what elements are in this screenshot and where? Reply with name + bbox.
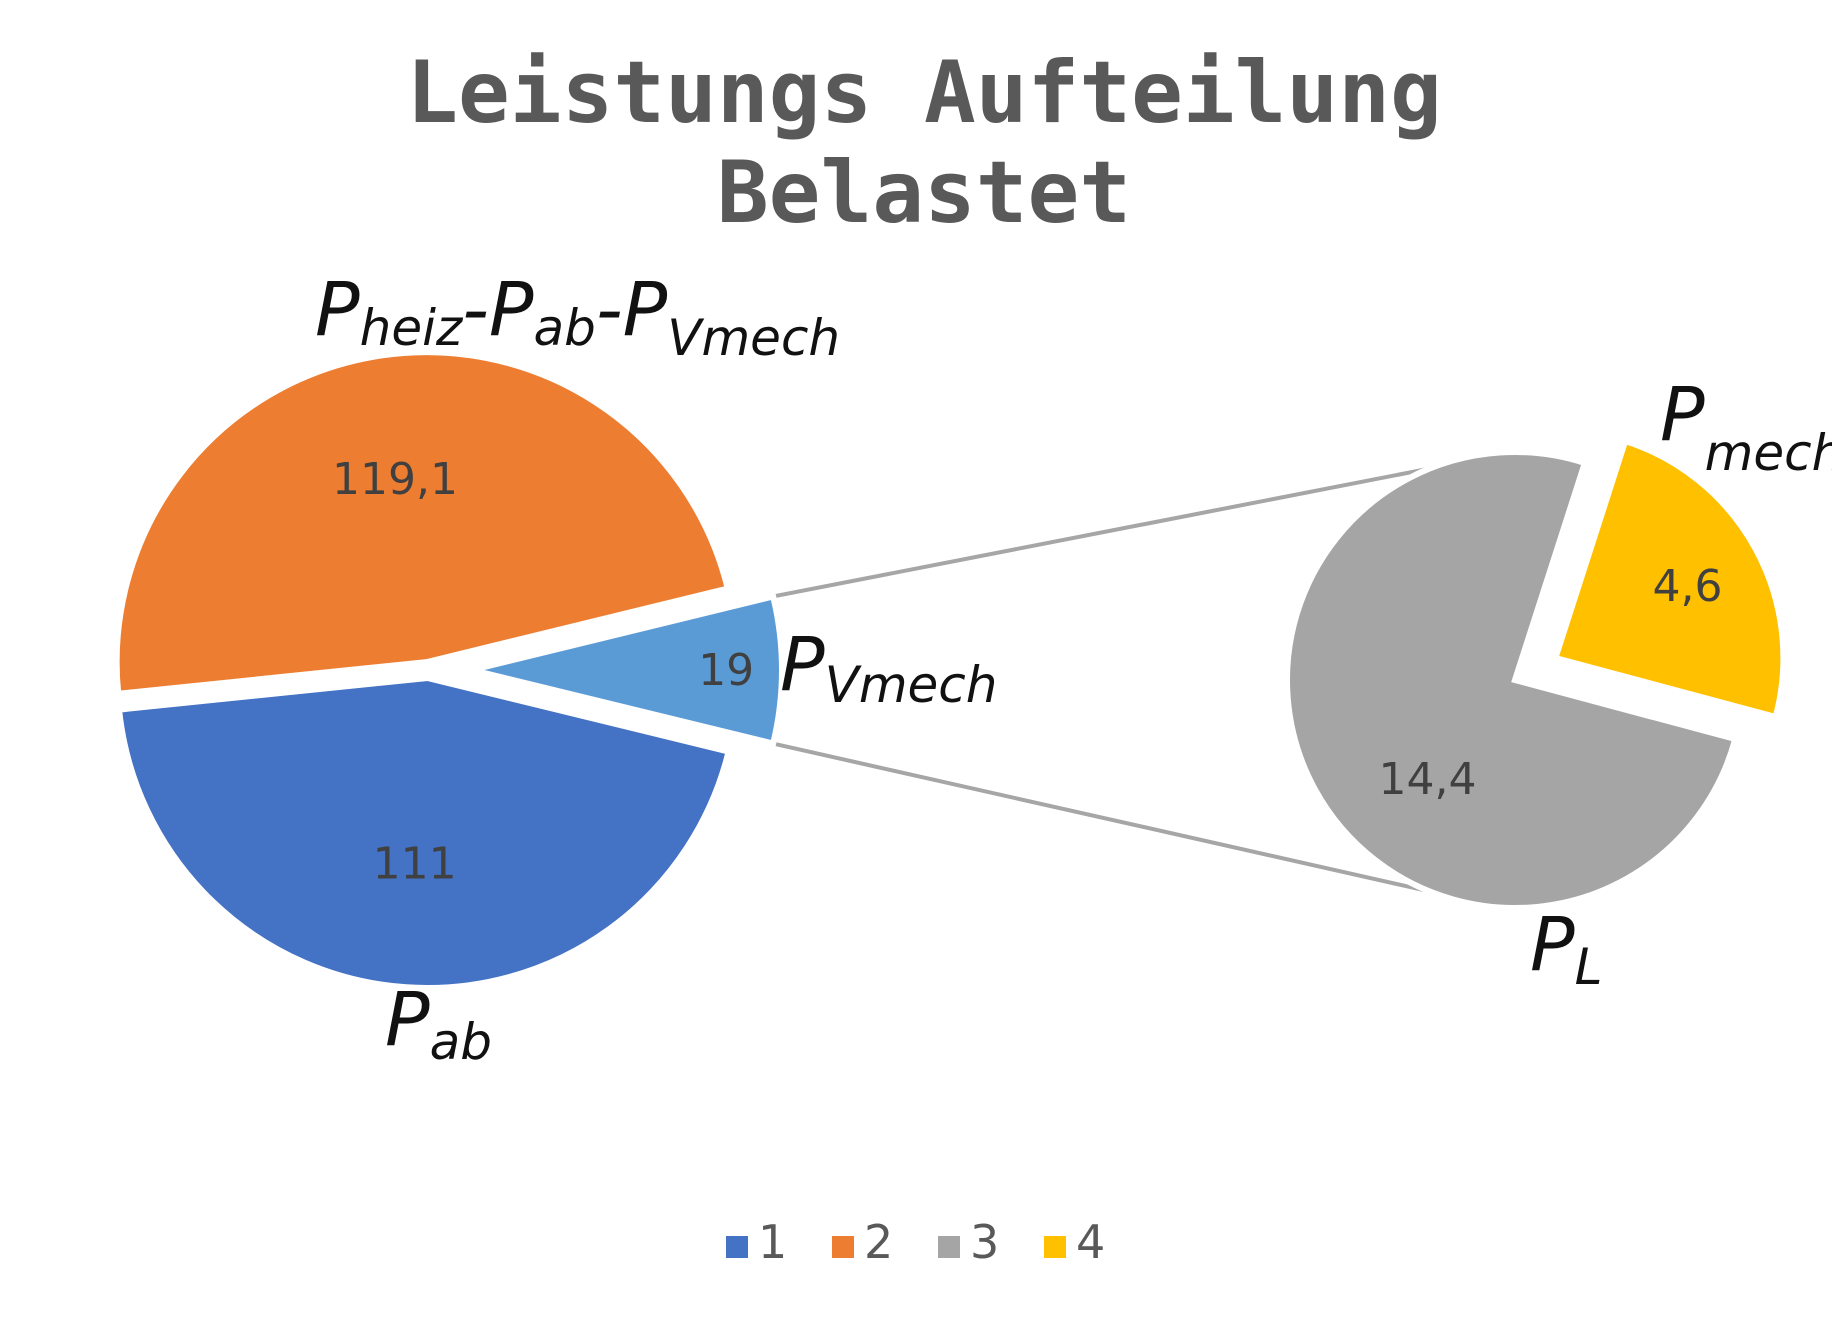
legend-item-2: 2 bbox=[832, 1215, 893, 1269]
data-label-secondary-3: 14,4 bbox=[1379, 754, 1477, 805]
data-label-main-2: 119,1 bbox=[332, 454, 458, 505]
legend-swatch-1 bbox=[726, 1236, 748, 1258]
main-pie-slice-2 bbox=[113, 349, 732, 698]
main-pie-slice-other bbox=[471, 592, 785, 748]
secondary-pie-slice-3 bbox=[1284, 449, 1739, 911]
chart-title-line-2: Belastet bbox=[717, 143, 1131, 243]
secondary-pie-slice-4 bbox=[1551, 437, 1787, 721]
annotation-slice-3: PL bbox=[1530, 902, 1602, 996]
secondary-pie bbox=[1284, 437, 1787, 911]
legend-item-1: 1 bbox=[726, 1215, 787, 1269]
data-label-main-1: 111 bbox=[373, 839, 457, 890]
legend-swatch-2 bbox=[832, 1236, 854, 1258]
legend-label-1: 1 bbox=[758, 1215, 787, 1269]
legend-label-2: 2 bbox=[864, 1215, 893, 1269]
legend-label-3: 3 bbox=[970, 1215, 999, 1269]
main-pie-slice-1 bbox=[115, 674, 733, 991]
data-labels: 111 119,1 19 14,4 4,6 bbox=[332, 454, 1723, 890]
annotation-slice-4: Pmech bbox=[1660, 372, 1832, 482]
annotation-slice-1: Pab bbox=[385, 977, 492, 1071]
legend-item-3: 3 bbox=[938, 1215, 999, 1269]
annotation-slice-2: Pheiz-Pab-PVmech bbox=[315, 267, 840, 367]
data-label-main-other: 19 bbox=[698, 645, 754, 696]
legend-swatch-3 bbox=[938, 1236, 960, 1258]
connector-top bbox=[772, 466, 1430, 599]
main-pie bbox=[113, 349, 785, 991]
legend-item-4: 4 bbox=[1044, 1215, 1105, 1269]
connector-bottom bbox=[772, 741, 1431, 894]
data-label-secondary-4: 4,6 bbox=[1653, 561, 1723, 612]
connector-lines bbox=[772, 466, 1431, 894]
legend-label-4: 4 bbox=[1076, 1215, 1105, 1269]
legend-swatch-4 bbox=[1044, 1236, 1066, 1258]
chart-title-line-1: Leistungs Aufteilung bbox=[406, 43, 1442, 143]
annotation-other: PVmech bbox=[780, 622, 997, 714]
legend: 1 2 3 4 bbox=[726, 1215, 1105, 1269]
